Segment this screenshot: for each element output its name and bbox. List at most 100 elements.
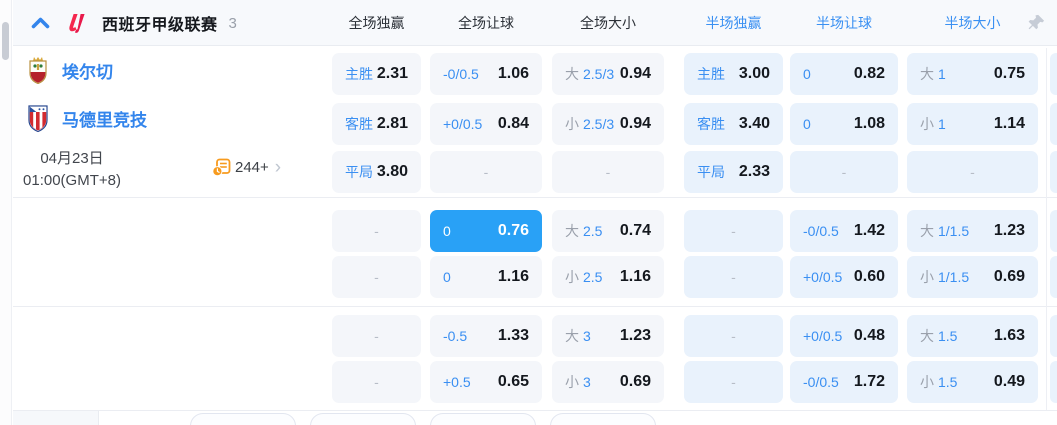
- line-value-label: 2.5: [583, 269, 603, 285]
- odds-selection-label: +0/0.5: [803, 328, 842, 344]
- odds-value: 0.94: [619, 65, 651, 82]
- ou-direction-label: 大: [565, 66, 579, 82]
- odds-selection-label: 主胜: [697, 64, 725, 84]
- next-row-pill-button[interactable]: [430, 413, 536, 425]
- odds-cell-r6-c4: -: [684, 315, 783, 357]
- odds-cell-r5-c2[interactable]: 0 1.16: [430, 256, 542, 298]
- odds-value: 0.69: [619, 373, 651, 390]
- odds-cell-r2-c5[interactable]: 0 1.08: [790, 103, 898, 145]
- line-value-label: 主胜: [697, 66, 725, 82]
- odds-value: 2.81: [376, 115, 408, 132]
- ou-direction-label: 大: [920, 223, 934, 239]
- odds-empty-dash: -: [731, 223, 736, 239]
- next-column-cell-sliver: [1050, 315, 1057, 357]
- odds-value: 0.76: [497, 222, 529, 239]
- ou-direction-label: 小: [920, 269, 934, 285]
- next-row-left-cell: [13, 411, 99, 425]
- odds-cell-r1-c3[interactable]: 大 2.5/3 0.94: [552, 53, 664, 95]
- odds-selection-label: 主胜: [345, 64, 373, 84]
- odds-cell-r5-c6[interactable]: 小 1/1.5 0.69: [907, 256, 1038, 298]
- line-value-label: 2.5: [583, 223, 603, 239]
- odds-cell-r2-c1[interactable]: 客胜 2.81: [332, 103, 421, 145]
- league-header: 西班牙甲级联赛 3 全场独赢 全场让球 全场大小 半场独赢 半场让球 半场大小: [13, 0, 1057, 46]
- odds-cell-r1-c6[interactable]: 大 1 0.75: [907, 53, 1038, 95]
- odds-empty-dash: -: [970, 164, 975, 180]
- next-column-cell-sliver: [1050, 210, 1057, 252]
- odds-value: 1.16: [619, 268, 651, 285]
- odds-cell-r2-c4[interactable]: 客胜 3.40: [684, 103, 783, 145]
- odds-selection-label: +0/0.5: [803, 269, 842, 285]
- odds-cell-r7-c5[interactable]: -0/0.5 1.72: [790, 361, 898, 403]
- line-value-label: 1.5: [938, 328, 958, 344]
- section-divider: [13, 306, 1057, 307]
- odds-cell-r7-c6[interactable]: 小 1.5 0.49: [907, 361, 1038, 403]
- home-team-logo: [26, 56, 50, 84]
- right-column-divider: [1046, 48, 1047, 410]
- line-value-label: 客胜: [345, 116, 373, 132]
- odds-cell-r4-c6[interactable]: 大 1/1.5 1.23: [907, 210, 1038, 252]
- ou-direction-label: 大: [920, 328, 934, 344]
- odds-cell-r5-c5[interactable]: +0/0.5 0.60: [790, 256, 898, 298]
- column-header-ht-handicap: 半场让球: [816, 15, 872, 31]
- scrollbar-thumb[interactable]: [2, 22, 9, 60]
- odds-empty-dash: -: [374, 374, 379, 390]
- next-row-pill-button[interactable]: [310, 413, 416, 425]
- odds-cell-r4-c1: -: [332, 210, 421, 252]
- odds-value: 0.94: [619, 115, 651, 132]
- odds-cell-r4-c2[interactable]: 0 0.76: [430, 210, 542, 252]
- odds-cell-r1-c5[interactable]: 0 0.82: [790, 53, 898, 95]
- odds-value: 3.00: [738, 65, 770, 82]
- odds-empty-dash: -: [731, 328, 736, 344]
- odds-cell-r2-c3[interactable]: 小 2.5/3 0.94: [552, 103, 664, 145]
- ou-direction-label: 小: [565, 116, 579, 132]
- odds-cell-r3-c1[interactable]: 平局 3.80: [332, 151, 421, 193]
- odds-cell-r7-c2[interactable]: +0.5 0.65: [430, 361, 542, 403]
- odds-cell-r4-c5[interactable]: -0/0.5 1.42: [790, 210, 898, 252]
- next-row-pill-button[interactable]: [190, 413, 296, 425]
- odds-cell-r6-c3[interactable]: 大 3 1.23: [552, 315, 664, 357]
- more-markets-count: 244+: [235, 159, 269, 176]
- column-header-ft-ou: 全场大小: [580, 15, 636, 31]
- scrollbar-track[interactable]: [0, 0, 12, 425]
- odds-cell-r3-c5: -: [790, 151, 898, 193]
- odds-empty-dash: -: [374, 269, 379, 285]
- odds-cell-r3-c2: -: [430, 151, 542, 193]
- odds-cell-r2-c2[interactable]: +0/0.5 0.84: [430, 103, 542, 145]
- odds-value: 1.06: [497, 65, 529, 82]
- pin-icon[interactable]: [1028, 14, 1045, 36]
- odds-cell-r1-c2[interactable]: -0/0.5 1.06: [430, 53, 542, 95]
- odds-value: 0.69: [993, 268, 1025, 285]
- line-value-label: 2.5/3: [583, 66, 615, 82]
- odds-cell-r1-c4[interactable]: 主胜 3.00: [684, 53, 783, 95]
- away-team-row[interactable]: 马德里竞技: [26, 104, 147, 132]
- line-value-label: -0.5: [443, 328, 468, 344]
- odds-selection-label: 0: [803, 66, 811, 82]
- odds-selection-label: -0/0.5: [803, 374, 839, 390]
- ou-direction-label: 小: [565, 374, 579, 390]
- line-value-label: 3: [583, 328, 591, 344]
- odds-cell-r6-c6[interactable]: 大 1.5 1.63: [907, 315, 1038, 357]
- line-value-label: 平局: [345, 164, 373, 180]
- next-row-pill-button[interactable]: [550, 413, 656, 425]
- odds-cell-r6-c5[interactable]: +0/0.5 0.48: [790, 315, 898, 357]
- collapse-chevron-up-icon[interactable]: [30, 16, 51, 30]
- odds-cell-r5-c1: -: [332, 256, 421, 298]
- odds-cell-r2-c6[interactable]: 小 1 1.14: [907, 103, 1038, 145]
- next-column-cell-sliver: [1050, 151, 1057, 193]
- odds-cell-r1-c1[interactable]: 主胜 2.31: [332, 53, 421, 95]
- odds-cell-r7-c4: -: [684, 361, 783, 403]
- home-team-row[interactable]: 埃尔切: [26, 56, 113, 84]
- odds-cell-r4-c3[interactable]: 大 2.5 0.74: [552, 210, 664, 252]
- odds-cell-r6-c2[interactable]: -0.5 1.33: [430, 315, 542, 357]
- odds-cell-r7-c3[interactable]: 小 3 0.69: [552, 361, 664, 403]
- odds-value: 1.08: [853, 115, 885, 132]
- odds-cell-r3-c4[interactable]: 平局 2.33: [684, 151, 783, 193]
- odds-value: 0.82: [853, 65, 885, 82]
- odds-selection-label: 小 2.5: [565, 267, 602, 287]
- odds-cell-r5-c3[interactable]: 小 2.5 1.16: [552, 256, 664, 298]
- odds-cell-r5-c4: -: [684, 256, 783, 298]
- more-markets-link[interactable]: 244+ ›: [212, 158, 281, 177]
- odds-cell-r3-c3: -: [552, 151, 664, 193]
